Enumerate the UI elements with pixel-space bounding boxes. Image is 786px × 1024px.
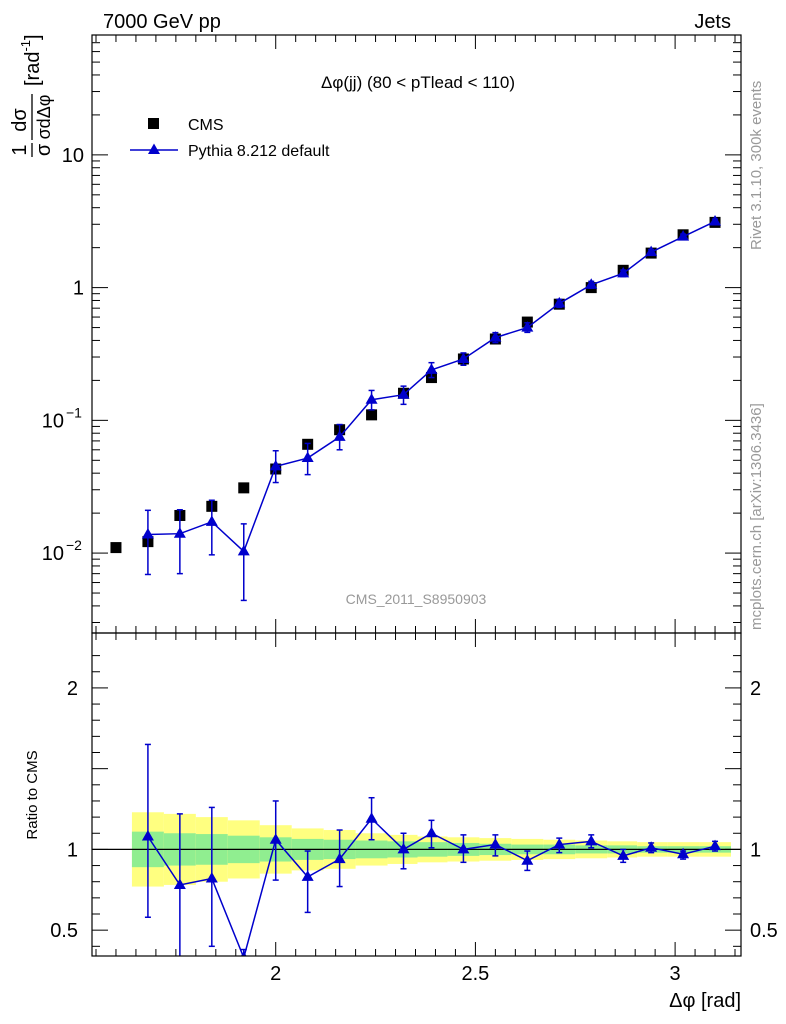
y-tick-label: 10 (62, 145, 84, 167)
legend-cms-label: CMS (188, 117, 224, 134)
mc-point (677, 230, 690, 241)
ratio-y-tick-label-right: 2 (750, 678, 761, 700)
ratio-frame (91, 632, 742, 957)
y-tick-label: 10 (42, 543, 64, 565)
energy-label: 7000 GeV pp (103, 11, 221, 33)
mc-point (333, 430, 346, 441)
mc-point (301, 451, 314, 463)
mc-point (269, 459, 282, 471)
ratio-point (269, 833, 282, 844)
ratio-point (709, 839, 722, 851)
ratio-y-tick-label-left: 1 (67, 839, 78, 861)
y-tick-label: 1 (73, 278, 84, 300)
main-ylabel: 1 σ dσ σdΔφ [rad-1] (9, 34, 55, 157)
ratio-point (553, 838, 566, 849)
process-label: Jets (694, 11, 731, 33)
ratio-point (645, 841, 658, 852)
watermark: CMS_2011_S8950903 (346, 591, 487, 607)
mc-point (365, 393, 378, 404)
ratio-point (585, 834, 598, 846)
y-tick-label-exponent: −2 (66, 537, 82, 553)
mc-point (553, 296, 566, 308)
ratio-point (617, 849, 630, 860)
ratio-y-tick-label-right: 1 (750, 839, 761, 861)
ratio-point (489, 838, 502, 849)
legend-mc-marker (148, 143, 160, 154)
x-tick-label: 2 (270, 963, 281, 985)
mc-point (617, 266, 630, 278)
mc-point (709, 214, 722, 226)
mc-point (457, 352, 470, 363)
ratio-point (457, 842, 470, 854)
mc-point (141, 528, 154, 539)
mc-point (645, 245, 658, 257)
ratio-point (301, 870, 314, 881)
xlabel: Δφ [rad] (669, 990, 741, 1012)
ratio-point (205, 871, 218, 883)
axis-ticks (92, 34, 741, 956)
ratio-y-tick-label-left: 0.5 (50, 920, 78, 942)
ratio-series-clipped (141, 743, 722, 956)
ylabel-prefix: 1 (9, 144, 31, 155)
plot-title: Δφ(jj) (80 < pTlead < 110) (321, 73, 515, 92)
ylabel-prefix-denominator: σ (33, 143, 55, 156)
ratio-point (677, 847, 690, 859)
legend: CMS Pythia 8.212 default (130, 117, 330, 160)
ylabel-numerator: dσ (9, 108, 31, 132)
mc-point (425, 363, 438, 374)
cms-point (238, 482, 250, 494)
cms-point (110, 542, 122, 554)
source-label: mcplots.cern.ch [arXiv:1306.3436] (748, 403, 765, 630)
x-tick-label: 2.5 (462, 963, 490, 985)
y-tick-label: 10 (42, 410, 64, 432)
x-tick-label: 3 (670, 963, 681, 985)
ratio-point (397, 842, 410, 854)
ylabel-unit-exp: -1 (18, 40, 33, 52)
mc-line (147, 220, 716, 553)
cms-point (366, 409, 378, 421)
ratio-point (173, 878, 186, 889)
ratio-ylabel: Ratio to CMS (24, 750, 41, 839)
ratio-point (333, 852, 346, 864)
mc-point (585, 278, 598, 289)
ratio-y-tick-label-left: 2 (67, 678, 78, 700)
ratio-point (240, 951, 247, 956)
ratio-point (141, 829, 154, 841)
main-series (110, 214, 722, 602)
mc-point (205, 515, 218, 526)
legend-mc-label: Pythia 8.212 default (188, 143, 330, 160)
y-tick-label-exponent: −1 (66, 404, 82, 420)
mc-point (173, 527, 186, 538)
ylabel-unit-open: [rad (22, 52, 44, 86)
ratio-y-tick-label-right: 0.5 (750, 920, 778, 942)
legend-cms-marker (148, 118, 159, 129)
mc-point (489, 331, 502, 342)
mc-point (237, 544, 250, 556)
mc-point (521, 321, 534, 332)
ylabel-unit-close: ] (22, 34, 44, 40)
ylabel-denominator: σdΔφ (34, 95, 54, 140)
ratio-point (425, 826, 438, 838)
ratio-point (365, 812, 378, 823)
rivet-label: Rivet 3.1.10, 300k events (748, 81, 765, 250)
ratio-point (521, 854, 534, 865)
ratio-series (141, 743, 722, 956)
ylabel-unit: [rad-1] (18, 34, 44, 86)
mc-point (397, 388, 410, 399)
